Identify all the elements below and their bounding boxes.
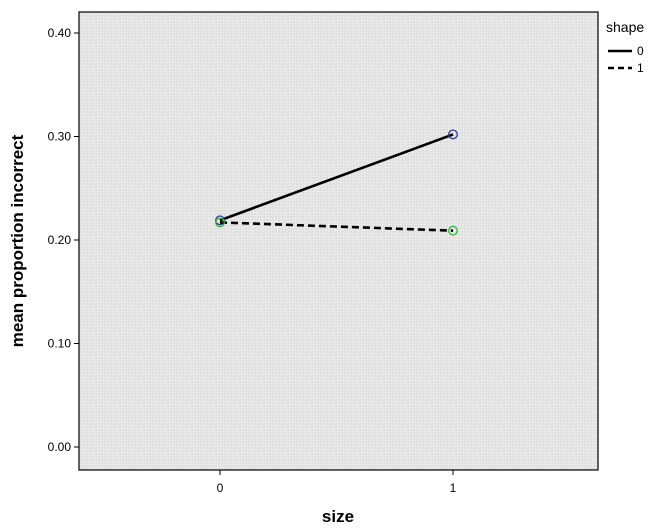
- y-tick-label-2: 0.20: [48, 233, 72, 247]
- y-tick-label-1: 0.10: [48, 337, 72, 351]
- plot-area: [78, 11, 599, 471]
- y-tick-label-4: 0.40: [48, 26, 72, 40]
- y-tick-label-3: 0.30: [48, 130, 72, 144]
- y-axis-title: mean proportion incorrect: [8, 134, 27, 347]
- y-axis: 0.00 0.10 0.20 0.30 0.40: [48, 26, 79, 454]
- legend-title: shape: [606, 19, 644, 35]
- x-tick-label-1: 1: [450, 481, 457, 495]
- series-1-point-1: [448, 225, 458, 236]
- legend: shape 0 1: [606, 19, 644, 75]
- series-1-line: [219, 221, 454, 232]
- x-tick-label-0: 0: [217, 481, 224, 495]
- series-0-point-1: [448, 129, 458, 140]
- series-layer: [215, 129, 458, 236]
- y-tick-label-0: 0.00: [48, 440, 72, 454]
- x-axis-title: size: [322, 507, 354, 526]
- legend-label-1: 1: [637, 61, 644, 75]
- legend-label-0: 0: [637, 44, 644, 58]
- series-1-point-0: [215, 217, 225, 228]
- series-0-line: [219, 133, 454, 222]
